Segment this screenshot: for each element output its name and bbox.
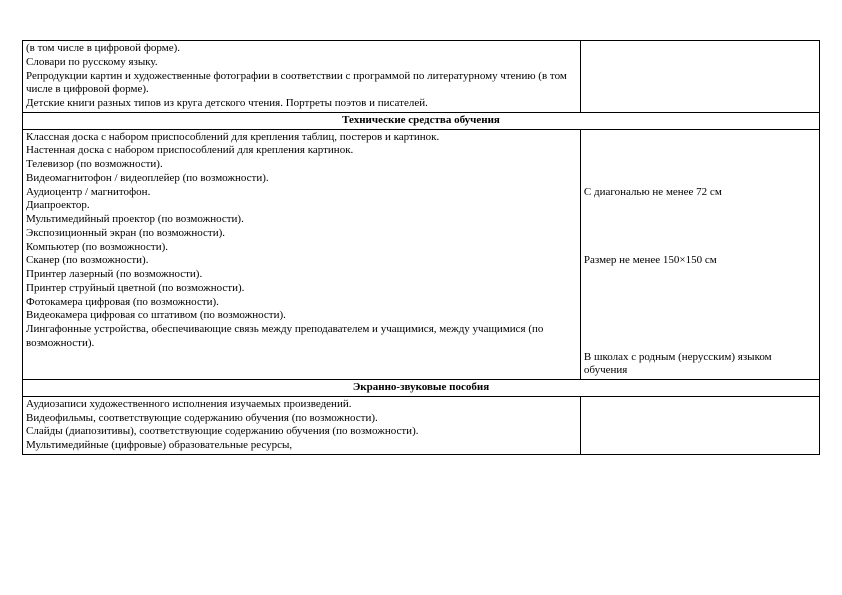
table-row: (в том числе в цифровой форме).Словари п… bbox=[23, 41, 820, 113]
left-cell: Аудиозаписи художественного исполнения и… bbox=[23, 396, 581, 454]
cell-line bbox=[584, 241, 816, 255]
cell-line bbox=[584, 227, 816, 241]
cell-line: Принтер струйный цветной (по возможности… bbox=[26, 282, 577, 296]
cell-line: Экспозиционный экран (по возможности). bbox=[26, 227, 577, 241]
cell-line: Слайды (диапозитивы), соответствующие со… bbox=[26, 425, 577, 439]
section-header-cell: Экранно-звуковые пособия bbox=[23, 380, 820, 397]
left-cell: (в том числе в цифровой форме).Словари п… bbox=[23, 41, 581, 113]
cell-line: Размер не менее 150×150 см bbox=[584, 254, 816, 268]
cell-line: Видеокамера цифровая со штативом (по воз… bbox=[26, 309, 577, 323]
equipment-table: (в том числе в цифровой форме).Словари п… bbox=[22, 40, 820, 455]
cell-line: Сканер (по возможности). bbox=[26, 254, 577, 268]
right-cell bbox=[580, 41, 819, 113]
cell-line: Мультимедийный проектор (по возможности)… bbox=[26, 213, 577, 227]
cell-line: Мультимедийные (цифровые) образовательны… bbox=[26, 439, 577, 453]
cell-line bbox=[584, 213, 816, 227]
cell-line bbox=[584, 268, 816, 282]
cell-line bbox=[584, 282, 816, 296]
cell-line: Видеофильмы, соответствующие содержанию … bbox=[26, 412, 577, 426]
cell-line bbox=[584, 131, 816, 145]
table-row: Классная доска с набором приспособлений … bbox=[23, 129, 820, 380]
cell-line: Словари по русскому языку. bbox=[26, 56, 577, 70]
cell-line: Фотокамера цифровая (по возможности). bbox=[26, 296, 577, 310]
cell-line: С диагональю не менее 72 см bbox=[584, 186, 816, 200]
cell-line: Видеомагнитофон / видеоплейер (по возмож… bbox=[26, 172, 577, 186]
cell-line: Компьютер (по возможности). bbox=[26, 241, 577, 255]
cell-line: Аудиозаписи художественного исполнения и… bbox=[26, 398, 577, 412]
cell-line bbox=[584, 158, 816, 172]
cell-line bbox=[584, 199, 816, 213]
table-row: Технические средства обучения bbox=[23, 112, 820, 129]
cell-line: Лингафонные устройства, обеспечивающие с… bbox=[26, 323, 577, 351]
left-cell: Классная доска с набором приспособлений … bbox=[23, 129, 581, 380]
table-row: Аудиозаписи художественного исполнения и… bbox=[23, 396, 820, 454]
cell-line: (в том числе в цифровой форме). bbox=[26, 42, 577, 56]
cell-line bbox=[584, 323, 816, 337]
cell-line: Аудиоцентр / магнитофон. bbox=[26, 186, 577, 200]
right-cell: С диагональю не менее 72 см Размер не ме… bbox=[580, 129, 819, 380]
cell-line bbox=[584, 172, 816, 186]
cell-line: Настенная доска с набором приспособлений… bbox=[26, 144, 577, 158]
document-page: (в том числе в цифровой форме).Словари п… bbox=[0, 0, 842, 477]
cell-line: Репродукции картин и художественные фото… bbox=[26, 70, 577, 98]
cell-line: Диапроектор. bbox=[26, 199, 577, 213]
right-cell bbox=[580, 396, 819, 454]
cell-line bbox=[584, 337, 816, 351]
cell-line bbox=[584, 144, 816, 158]
table-row: Экранно-звуковые пособия bbox=[23, 380, 820, 397]
cell-line bbox=[584, 309, 816, 323]
section-header-cell: Технические средства обучения bbox=[23, 112, 820, 129]
cell-line: Принтер лазерный (по возможности). bbox=[26, 268, 577, 282]
cell-line: Детские книги разных типов из круга детс… bbox=[26, 97, 577, 111]
cell-line: Телевизор (по возможности). bbox=[26, 158, 577, 172]
cell-line: Классная доска с набором приспособлений … bbox=[26, 131, 577, 145]
cell-line: В школах с родным (нерусским) языком обу… bbox=[584, 351, 816, 379]
cell-line bbox=[584, 296, 816, 310]
